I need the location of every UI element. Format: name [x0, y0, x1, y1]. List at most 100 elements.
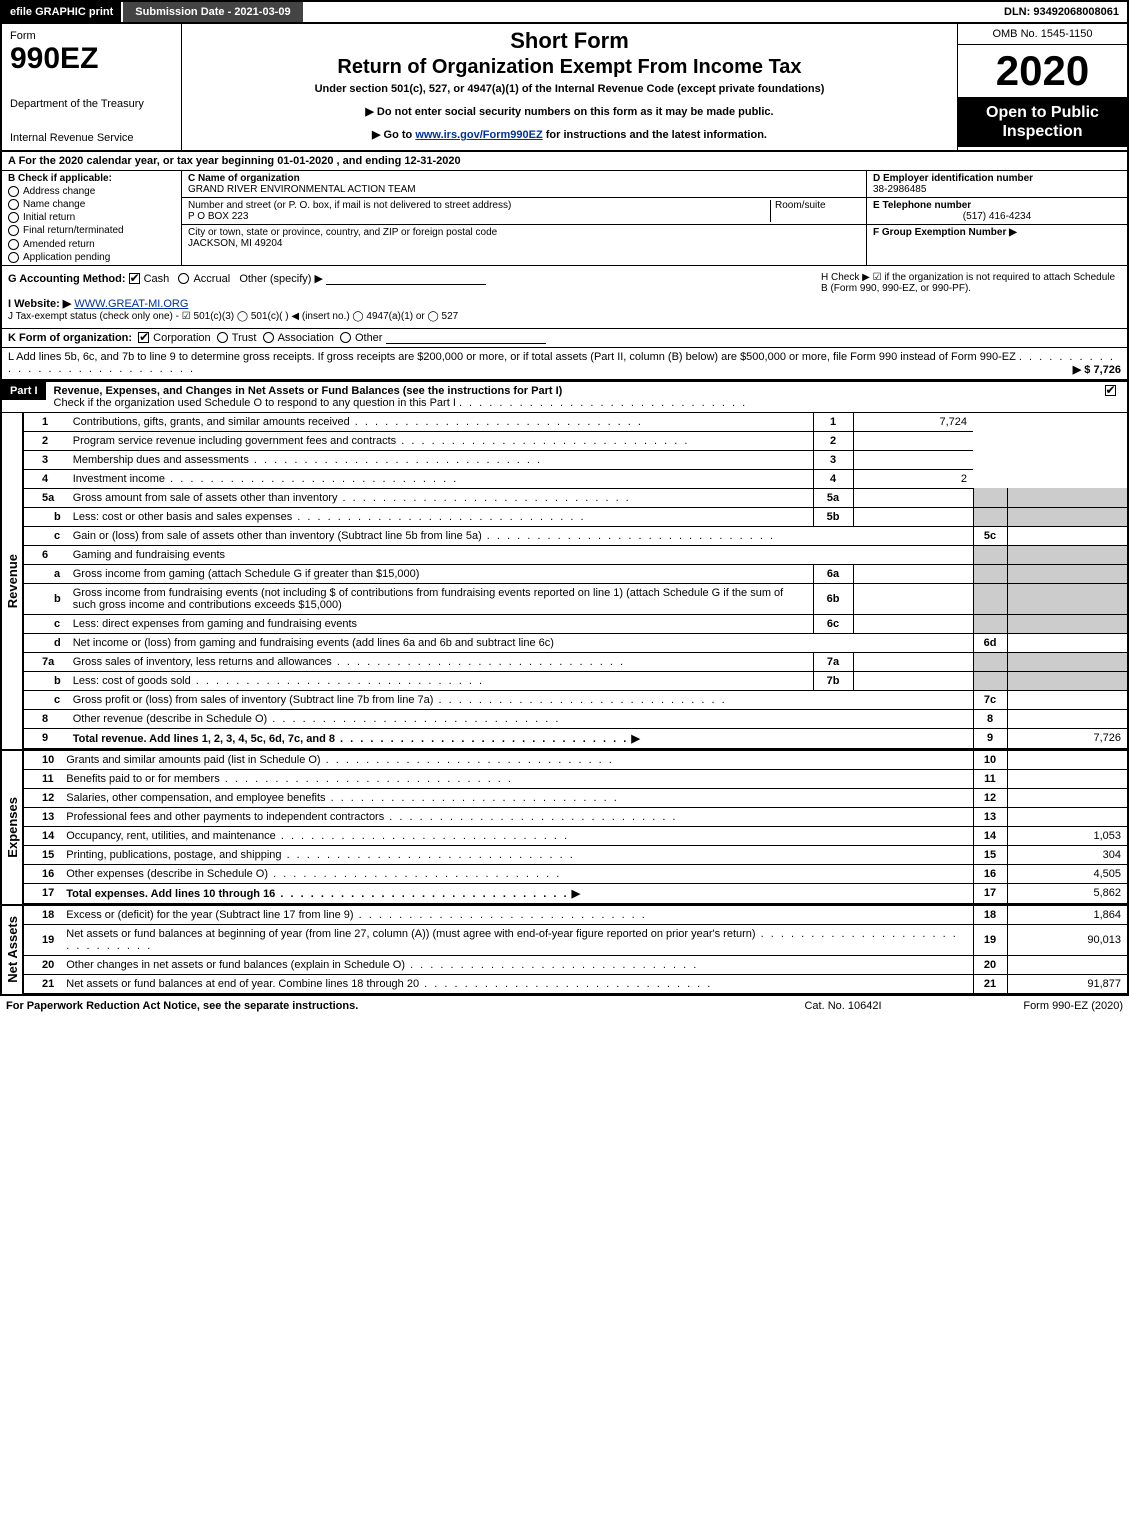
line-H: H Check ▶ ☑ if the organization is not r… — [821, 272, 1121, 322]
part1-checkbox[interactable] — [1105, 385, 1116, 396]
row-A-tax-year: A For the 2020 calendar year, or tax yea… — [0, 152, 1129, 171]
line-9: 9Total revenue. Add lines 1, 2, 3, 4, 5c… — [24, 728, 1127, 748]
k-other[interactable]: Other — [340, 332, 383, 344]
tax-year: 2020 — [958, 45, 1127, 97]
footer-right: Form 990-EZ (2020) — [943, 1000, 1123, 1012]
line-6d: dNet income or (loss) from gaming and fu… — [24, 633, 1127, 652]
efile-print-button[interactable]: efile GRAPHIC print — [2, 2, 121, 22]
page-footer: For Paperwork Reduction Act Notice, see … — [0, 996, 1129, 1016]
part1-header: Part I Revenue, Expenses, and Changes in… — [0, 381, 1129, 413]
org-name: GRAND RIVER ENVIRONMENTAL ACTION TEAM — [188, 184, 416, 195]
d-ein-label: D Employer identification number — [873, 173, 1033, 184]
line-13: 13Professional fees and other payments t… — [24, 807, 1127, 826]
e-phone: (517) 416-4234 — [873, 211, 1121, 222]
net-assets-section: Net Assets 18Excess or (deficit) for the… — [0, 906, 1129, 996]
d-ein: 38-2986485 — [873, 184, 926, 195]
room-suite-label: Room/suite — [775, 200, 826, 211]
line-10: 10Grants and similar amounts paid (list … — [24, 751, 1127, 770]
note-ssn: ▶ Do not enter social security numbers o… — [190, 105, 949, 118]
line-6: 6Gaming and fundraising events — [24, 545, 1127, 564]
dept-treasury: Department of the Treasury — [10, 98, 173, 110]
line-12: 12Salaries, other compensation, and empl… — [24, 788, 1127, 807]
form-header: Form 990EZ Department of the Treasury In… — [0, 24, 1129, 152]
chk-application-pending[interactable]: Application pending — [8, 252, 175, 263]
line-5a: 5aGross amount from sale of assets other… — [24, 488, 1127, 507]
revenue-side-label: Revenue — [5, 554, 20, 608]
f-group-label: F Group Exemption Number ▶ — [873, 227, 1017, 238]
dln: DLN: 93492068008061 — [996, 2, 1127, 22]
line-16: 16Other expenses (describe in Schedule O… — [24, 864, 1127, 883]
g-accrual[interactable]: Accrual — [178, 273, 230, 285]
k-corp[interactable]: Corporation — [138, 332, 210, 344]
line-18: 18Excess or (deficit) for the year (Subt… — [24, 906, 1127, 925]
omb-number: OMB No. 1545-1150 — [958, 24, 1127, 45]
g-cash[interactable]: Cash — [129, 273, 170, 285]
line-7b: bLess: cost of goods sold7b — [24, 671, 1127, 690]
line-3: 3Membership dues and assessments3 — [24, 450, 1127, 469]
org-city: JACKSON, MI 49204 — [188, 238, 282, 249]
line-L-amount: ▶ $ 7,726 — [1073, 363, 1121, 376]
form-subtitle: Under section 501(c), 527, or 4947(a)(1)… — [190, 83, 949, 95]
k-assoc[interactable]: Association — [263, 332, 334, 344]
chk-final-return[interactable]: Final return/terminated — [8, 225, 175, 236]
expenses-table: 10Grants and similar amounts paid (list … — [24, 751, 1127, 904]
part1-title: Revenue, Expenses, and Changes in Net As… — [54, 385, 563, 397]
line-5c: cGain or (loss) from sale of assets othe… — [24, 526, 1127, 545]
irs-link[interactable]: www.irs.gov/Form990EZ — [415, 129, 542, 141]
netassets-table: 18Excess or (deficit) for the year (Subt… — [24, 906, 1127, 994]
c-name-label: C Name of organization — [188, 173, 300, 184]
revenue-section: Revenue 1Contributions, gifts, grants, a… — [0, 413, 1129, 751]
chk-initial-return[interactable]: Initial return — [8, 212, 175, 223]
line-6a: aGross income from gaming (attach Schedu… — [24, 564, 1127, 583]
line-14: 14Occupancy, rent, utilities, and mainte… — [24, 826, 1127, 845]
line-5b: bLess: cost or other basis and sales exp… — [24, 507, 1127, 526]
line-19: 19Net assets or fund balances at beginni… — [24, 924, 1127, 955]
line-20: 20Other changes in net assets or fund ba… — [24, 955, 1127, 974]
line-4: 4Investment income42 — [24, 469, 1127, 488]
line-17: 17Total expenses. Add lines 10 through 1… — [24, 883, 1127, 903]
line-G-H: G Accounting Method: Cash Accrual Other … — [0, 266, 1129, 329]
expenses-section: Expenses 10Grants and similar amounts pa… — [0, 751, 1129, 906]
line-7c: cGross profit or (loss) from sales of in… — [24, 690, 1127, 709]
org-address: P O BOX 223 — [188, 211, 248, 222]
line-6c: cLess: direct expenses from gaming and f… — [24, 614, 1127, 633]
chk-address-change[interactable]: Address change — [8, 186, 175, 197]
revenue-table: 1Contributions, gifts, grants, and simil… — [24, 413, 1127, 749]
line-21: 21Net assets or fund balances at end of … — [24, 974, 1127, 993]
line-8: 8Other revenue (describe in Schedule O)8 — [24, 709, 1127, 728]
col-B: B Check if applicable: Address change Na… — [2, 171, 182, 265]
chk-name-change[interactable]: Name change — [8, 199, 175, 210]
topbar: efile GRAPHIC print Submission Date - 20… — [0, 0, 1129, 24]
g-label: G Accounting Method: — [8, 273, 126, 285]
e-phone-label: E Telephone number — [873, 200, 971, 211]
line-15: 15Printing, publications, postage, and s… — [24, 845, 1127, 864]
form-label: Form — [10, 30, 173, 42]
k-trust[interactable]: Trust — [217, 332, 257, 344]
part1-check-line: Check if the organization used Schedule … — [54, 397, 456, 409]
open-to-public: Open to Public Inspection — [958, 97, 1127, 147]
note2-prefix: ▶ Go to — [372, 129, 415, 141]
col-C: C Name of organization GRAND RIVER ENVIR… — [182, 171, 867, 265]
line-L: L Add lines 5b, 6c, and 7b to line 9 to … — [0, 348, 1129, 381]
footer-left: For Paperwork Reduction Act Notice, see … — [6, 1000, 743, 1012]
col-DEF: D Employer identification number 38-2986… — [867, 171, 1127, 265]
line-L-text: L Add lines 5b, 6c, and 7b to line 9 to … — [8, 351, 1016, 363]
line-1: 1Contributions, gifts, grants, and simil… — [24, 413, 1127, 432]
i-label: I Website: ▶ — [8, 298, 71, 310]
chk-amended-return[interactable]: Amended return — [8, 239, 175, 250]
note2-suffix: for instructions and the latest informat… — [546, 129, 767, 141]
col-B-header: B Check if applicable: — [8, 173, 112, 184]
c-city-label: City or town, state or province, country… — [188, 227, 497, 238]
website-link[interactable]: WWW.GREAT-MI.ORG — [74, 298, 188, 310]
block-BCDEF: B Check if applicable: Address change Na… — [0, 171, 1129, 266]
g-other[interactable]: Other (specify) ▶ — [239, 273, 323, 285]
line-2: 2Program service revenue including gover… — [24, 431, 1127, 450]
note-link: ▶ Go to www.irs.gov/Form990EZ for instru… — [190, 128, 949, 141]
line-6b: bGross income from fundraising events (n… — [24, 583, 1127, 614]
line-K: K Form of organization: Corporation Trus… — [0, 329, 1129, 348]
netassets-side-label: Net Assets — [5, 916, 20, 983]
dept-irs: Internal Revenue Service — [10, 132, 173, 144]
footer-catno: Cat. No. 10642I — [743, 1000, 943, 1012]
short-form-title: Short Form — [190, 28, 949, 54]
submission-date: Submission Date - 2021-03-09 — [121, 2, 302, 22]
